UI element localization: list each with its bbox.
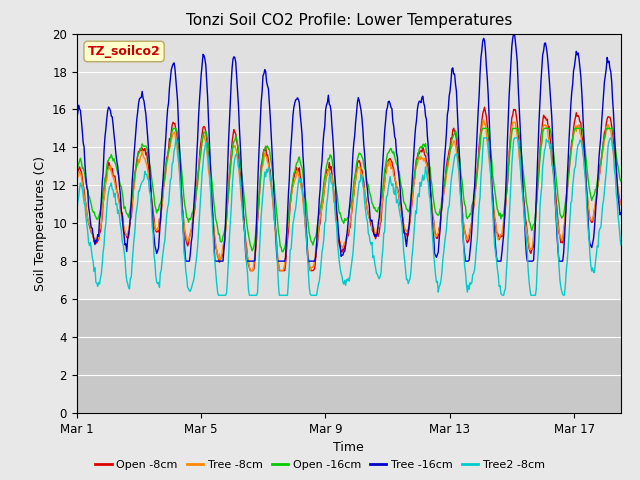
- Tree -8cm: [617, 202, 625, 207]
- Tree2 -8cm: [320, 236, 328, 241]
- Open -8cm: [213, 247, 221, 253]
- Text: TZ_soilco2: TZ_soilco2: [88, 45, 161, 58]
- Open -16cm: [484, 125, 492, 131]
- Tree -8cm: [484, 147, 492, 153]
- Line: Open -8cm: Open -8cm: [77, 107, 621, 271]
- Open -16cm: [617, 178, 625, 184]
- Tree -16cm: [169, 61, 177, 67]
- Open -16cm: [396, 168, 403, 174]
- Tree2 -8cm: [214, 292, 222, 298]
- Open -8cm: [320, 191, 328, 197]
- Tree -8cm: [169, 131, 177, 136]
- Tree -8cm: [246, 268, 254, 274]
- Open -16cm: [169, 125, 177, 131]
- Tree -8cm: [480, 117, 488, 123]
- Y-axis label: Soil Temperatures (C): Soil Temperatures (C): [33, 156, 47, 291]
- Open -8cm: [394, 189, 402, 195]
- Tree -16cm: [483, 75, 491, 81]
- Open -8cm: [246, 268, 254, 274]
- Open -8cm: [437, 214, 445, 219]
- X-axis label: Time: Time: [333, 441, 364, 454]
- Tree -16cm: [73, 114, 81, 120]
- Open -8cm: [73, 176, 81, 182]
- Bar: [77, 299, 621, 413]
- Tree -16cm: [214, 258, 221, 264]
- Tree -16cm: [511, 31, 518, 36]
- Tree -8cm: [320, 190, 328, 196]
- Tree -8cm: [213, 248, 221, 253]
- Open -8cm: [617, 202, 625, 207]
- Line: Tree2 -8cm: Tree2 -8cm: [77, 138, 621, 295]
- Tree -8cm: [73, 178, 81, 184]
- Tree2 -8cm: [213, 280, 221, 286]
- Open -16cm: [170, 125, 178, 131]
- Legend: Open -8cm, Tree -8cm, Open -16cm, Tree -16cm, Tree2 -8cm: Open -8cm, Tree -8cm, Open -16cm, Tree -…: [91, 456, 549, 474]
- Open -16cm: [214, 225, 221, 230]
- Title: Tonzi Soil CO2 Profile: Lower Temperatures: Tonzi Soil CO2 Profile: Lower Temperatur…: [186, 13, 512, 28]
- Tree -8cm: [437, 212, 445, 218]
- Line: Open -16cm: Open -16cm: [77, 128, 621, 252]
- Line: Tree -16cm: Tree -16cm: [77, 34, 621, 261]
- Open -8cm: [169, 120, 177, 125]
- Line: Tree -8cm: Tree -8cm: [77, 120, 621, 271]
- Open -16cm: [73, 168, 81, 174]
- Tree -16cm: [437, 210, 445, 216]
- Tree -8cm: [394, 190, 402, 196]
- Open -8cm: [481, 104, 488, 110]
- Open -8cm: [484, 132, 492, 137]
- Tree -16cm: [183, 258, 191, 264]
- Open -16cm: [321, 175, 328, 180]
- Tree -16cm: [617, 210, 625, 216]
- Tree2 -8cm: [437, 277, 445, 283]
- Tree2 -8cm: [480, 135, 488, 141]
- Open -16cm: [278, 249, 286, 254]
- Tree -16cm: [394, 168, 402, 174]
- Tree2 -8cm: [73, 209, 81, 215]
- Tree -16cm: [320, 130, 328, 136]
- Open -16cm: [438, 196, 445, 202]
- Tree2 -8cm: [484, 139, 492, 144]
- Tree2 -8cm: [617, 242, 625, 248]
- Tree2 -8cm: [169, 159, 177, 165]
- Tree2 -8cm: [394, 201, 402, 207]
